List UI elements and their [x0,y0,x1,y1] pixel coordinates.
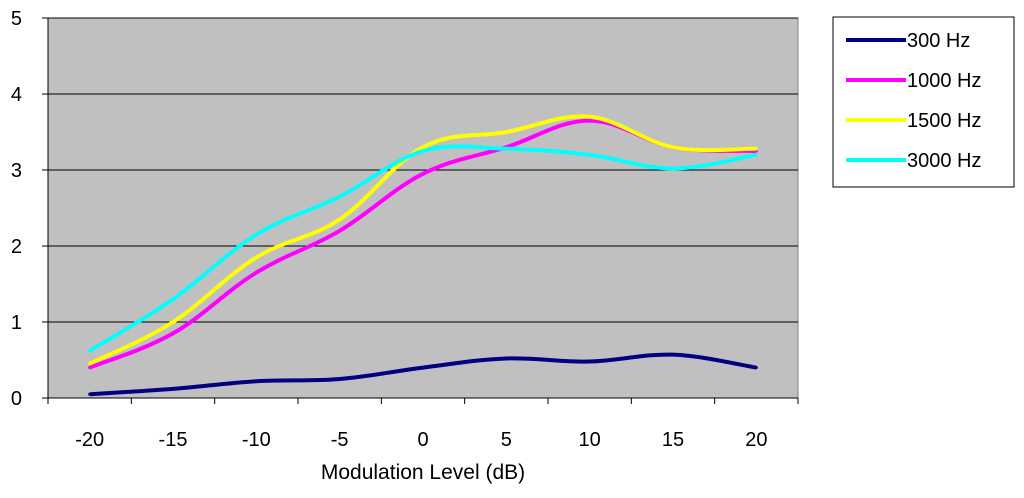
legend-label-3: 3000 Hz [907,150,982,172]
data-point-0-2 [254,379,258,383]
data-point-3-6 [588,153,592,157]
x-tick-label-1: -15 [159,429,188,451]
data-point-3-8 [754,153,758,157]
data-point-3-5 [504,147,508,151]
y-tick-label-3: 3 [11,160,22,182]
data-point-0-5 [504,356,508,360]
series-lines [88,114,758,397]
data-point-1-2 [254,271,258,275]
data-point-3-7 [671,166,675,170]
axes [42,17,799,404]
x-tick-labels: -20 -15 -10 -5 0 5 10 15 20 [75,429,767,451]
data-point-2-7 [671,145,675,149]
data-point-1-4 [421,172,425,176]
y-tick-label-5: 5 [11,8,22,30]
y-tick-label-2: 2 [11,236,22,258]
data-point-2-5 [504,130,508,134]
x-tick-label-5: 5 [501,429,512,451]
y-tick-labels: 0 1 2 3 4 5 [11,8,22,410]
data-point-1-6 [588,119,592,123]
data-point-0-3 [338,377,342,381]
data-point-2-3 [338,217,342,221]
data-point-2-1 [171,320,175,324]
legend-label-0: 300 Hz [907,30,970,52]
data-point-0-8 [754,366,758,370]
y-tick-label-0: 0 [11,388,22,410]
data-point-2-6 [588,115,592,119]
legend: 300 Hz 1000 Hz 1500 Hz 3000 Hz [832,16,1015,188]
x-tick-label-4: 0 [417,429,428,451]
y-tick-label-4: 4 [11,84,22,106]
data-point-0-4 [421,366,425,370]
legend-label-2: 1500 Hz [907,110,982,132]
data-point-2-4 [421,145,425,149]
data-point-1-1 [171,331,175,335]
data-point-2-8 [754,147,758,151]
data-point-1-0 [88,366,92,370]
data-point-3-3 [338,195,342,199]
data-point-3-1 [171,297,175,301]
x-tick-label-2: -10 [242,429,271,451]
data-point-0-1 [171,387,175,391]
data-point-0-7 [671,353,675,357]
y-tick-label-1: 1 [11,312,22,334]
x-tick-label-0: -20 [75,429,104,451]
data-point-3-0 [88,349,92,353]
data-point-0-0 [88,392,92,396]
data-point-0-6 [588,360,592,364]
x-tick-label-6: 10 [579,429,601,451]
legend-label-1: 1000 Hz [907,70,982,92]
data-point-2-0 [88,362,92,366]
data-point-2-2 [254,255,258,259]
x-axis-title: Modulation Level (dB) [321,461,525,484]
x-tick-label-7: 15 [662,429,684,451]
data-point-3-4 [421,149,425,153]
data-point-1-3 [338,229,342,233]
x-tick-label-3: -5 [331,429,349,451]
data-point-3-2 [254,233,258,237]
x-tick-label-8: 20 [745,429,767,451]
